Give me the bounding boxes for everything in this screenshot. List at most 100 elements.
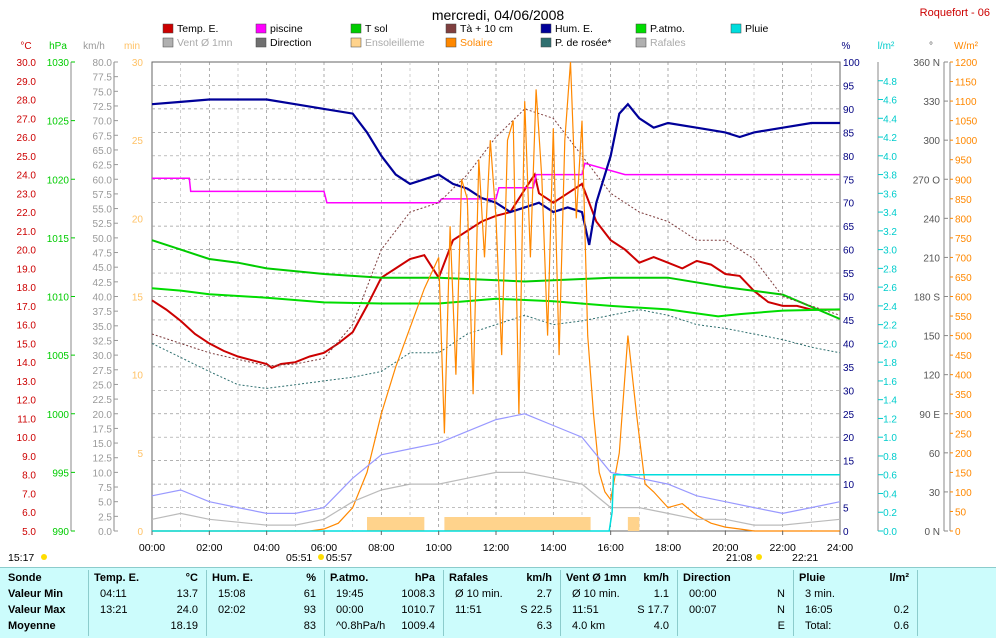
legend-label: T sol xyxy=(365,23,388,35)
axis-tick-label: 7.5 xyxy=(98,483,112,494)
legend-swatch xyxy=(162,37,174,48)
sunshine-band xyxy=(627,517,640,531)
legend-swatch xyxy=(445,23,457,34)
axis-tick-label: 15.0 xyxy=(93,439,113,450)
stats-column xyxy=(443,570,561,636)
legend-swatch xyxy=(255,37,267,48)
sunset-mark-label: 22:21 xyxy=(792,552,818,564)
axis-tick-label: 13.0 xyxy=(17,377,37,388)
x-tick-label: 10:00 xyxy=(426,542,452,554)
axis-tick-label: 400 xyxy=(955,371,972,382)
axis-tick-label: 1200 xyxy=(955,58,978,69)
axis-tick-label: 5.0 xyxy=(22,527,36,538)
axis-tick-label: 330 xyxy=(923,97,940,108)
axis-tick-label: 27.5 xyxy=(93,366,113,377)
axis-tick-label: 2.2 xyxy=(883,321,897,332)
axis-tick-label: 1020 xyxy=(47,175,70,186)
series-p-atmo- xyxy=(151,287,841,318)
axis-tick-label: 1.6 xyxy=(883,377,897,388)
legend-label: Ensoleilleme xyxy=(365,37,425,49)
axis-tick-label: 990 xyxy=(52,527,69,538)
axis-unit: min xyxy=(124,41,140,52)
axis-tick-label: 20.0 xyxy=(17,246,37,257)
stats-col-title: Temp. E. xyxy=(94,572,140,584)
axis-tick-label: 23.0 xyxy=(17,189,37,200)
axis-tick-label: 995 xyxy=(52,468,69,479)
legend-label: P. de rosée* xyxy=(555,37,611,49)
axis-tick-label: 16.0 xyxy=(17,321,37,332)
axis-tick-label: 29.0 xyxy=(17,77,37,88)
axis-tick-label: 600 xyxy=(955,293,972,304)
axis-tick-label: 100 xyxy=(955,488,972,499)
axis-tick-label: 10.0 xyxy=(93,468,113,479)
stats-cell-time: Total: xyxy=(805,620,832,632)
axis-tick-label: 1015 xyxy=(47,234,70,245)
axis-tick-label: 90 xyxy=(843,105,855,116)
axis-tick-label: 5 xyxy=(137,449,143,460)
legend-label: Vent Ø 1mn xyxy=(177,37,233,49)
stats-col-title: Rafales xyxy=(449,572,489,584)
axis-tick-label: 85 xyxy=(843,128,855,139)
x-tick-label: 08:00 xyxy=(368,542,394,554)
axis-tick-label: 77.5 xyxy=(93,73,113,84)
axis-tick-label: 2.5 xyxy=(98,512,112,523)
stats-col-title: Hum. E. xyxy=(212,572,253,584)
axis-tick-label: 40 xyxy=(843,339,855,350)
stats-cell-value: N xyxy=(777,604,785,616)
x-axis: 00:00 02:00 04:00 06:00 08:00 10:00 12:00 14:00… xyxy=(8,531,853,564)
axis-tick-label: 30 xyxy=(132,58,144,69)
stats-cell-value: 93 xyxy=(303,604,316,616)
series-hum-e- xyxy=(151,98,840,246)
axis-tick-label: 3.2 xyxy=(883,227,897,238)
axis-tick-label: 75 xyxy=(843,175,855,186)
stats-column xyxy=(560,570,678,636)
x-tick-label: 00:00 xyxy=(139,542,165,554)
legend-swatch xyxy=(350,37,362,48)
axis-tick-label: 700 xyxy=(955,253,972,264)
chart-title: mercredi, 04/06/2008 xyxy=(432,7,565,23)
stats-col-title: Pluie xyxy=(799,572,826,584)
stats-row-label: Sonde xyxy=(8,572,42,584)
axis-tick-label: 25 xyxy=(843,410,855,421)
stats-cell-time: 04:11 xyxy=(100,588,127,600)
axis-tick-label: 45 xyxy=(843,316,855,327)
axes: °C 5.0 6.0 7.0 8.0 9.0 10.0 11.0 12.0 13.0 14.0 15.… xyxy=(17,41,979,538)
weather-chart: mercredi, 04/06/2008 Roquefort - 06 Temp… xyxy=(8,7,990,564)
stats-cell-time: 4.0 km xyxy=(572,620,606,632)
stats-row-label: Moyenne xyxy=(8,620,56,632)
station-name: Roquefort - 06 xyxy=(920,7,990,19)
axis-tick-label: 45.0 xyxy=(93,263,113,274)
axis-tick-label: 1.2 xyxy=(883,414,897,425)
sun-icon xyxy=(41,554,47,560)
sunrise-icon xyxy=(318,554,324,560)
axis-tick-label: 14.0 xyxy=(17,358,37,369)
series-vent-1mn xyxy=(151,471,841,526)
stats-cell-value: 1010.7 xyxy=(401,604,435,616)
stats-col-unit: hPa xyxy=(414,572,435,584)
sunset-icon xyxy=(756,554,762,560)
stats-cell-value: 1008.3 xyxy=(401,588,435,600)
axis-tick-label: 20 xyxy=(843,433,855,444)
x-tick-label: 20:00 xyxy=(712,542,738,554)
stats-column xyxy=(677,570,794,636)
axis-tick-label: 150 xyxy=(955,468,972,479)
axis-tick-label: 55 xyxy=(843,269,855,280)
axis-tick-label: 32.5 xyxy=(93,336,113,347)
x-tick-label: 14:00 xyxy=(540,542,566,554)
legend-swatch xyxy=(635,37,647,48)
axis-tick-label: 0.4 xyxy=(883,489,897,500)
axis-tick-label: 0.6 xyxy=(883,471,897,482)
legend-swatch xyxy=(445,37,457,48)
axis-tick-label: 35.0 xyxy=(93,322,113,333)
axis-tick-label: 4.4 xyxy=(883,114,897,125)
axis-tick-label: 2.4 xyxy=(883,302,897,313)
legend-label: Solaire xyxy=(460,37,493,49)
axis-tick-label: 0 xyxy=(137,527,143,538)
axis-tick-label: 52.5 xyxy=(93,219,113,230)
axis-tick-label: 75.0 xyxy=(93,87,113,98)
axis-tick-label: 80 xyxy=(843,152,855,163)
axis-tick-label: 550 xyxy=(955,312,972,323)
stats-cell-time: 11:51 xyxy=(572,604,599,616)
axis-tick-label: 300 xyxy=(955,410,972,421)
legend-swatch xyxy=(255,23,267,34)
